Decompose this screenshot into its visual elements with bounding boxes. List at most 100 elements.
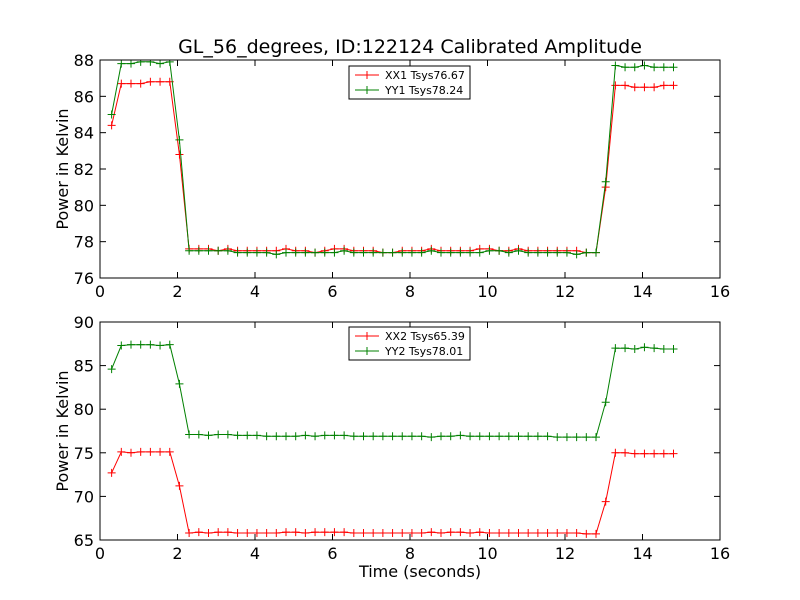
data-point — [621, 63, 630, 72]
data-point — [650, 449, 659, 458]
data-point — [601, 398, 610, 407]
x-tick-label: 10 — [477, 282, 497, 301]
data-point — [562, 248, 571, 257]
data-point — [553, 433, 562, 442]
data-point — [214, 528, 223, 537]
x-tick-label: 0 — [95, 544, 105, 563]
data-point — [475, 248, 484, 257]
data-point — [175, 379, 184, 388]
data-point — [398, 248, 407, 257]
data-point — [107, 121, 116, 130]
data-point — [320, 431, 329, 440]
data-point — [117, 341, 126, 350]
data-point — [320, 528, 329, 537]
data-point — [262, 529, 271, 538]
data-point — [291, 528, 300, 537]
legend-item: YY2 Tsys78.01 — [355, 345, 463, 358]
data-point — [524, 432, 533, 441]
data-point — [562, 529, 571, 538]
legend-item: XX2 Tsys65.39 — [355, 330, 465, 343]
x-tick-label: 4 — [250, 282, 260, 301]
data-point — [592, 248, 600, 257]
x-tick-label: 2 — [172, 544, 182, 563]
data-point — [204, 431, 213, 440]
data-point — [485, 432, 494, 441]
data-point — [621, 344, 630, 353]
data-point — [669, 81, 678, 90]
data-point — [156, 447, 165, 456]
data-point — [185, 246, 194, 255]
y-tick-label: 82 — [74, 160, 94, 179]
data-point — [475, 528, 484, 537]
x-tick-label: 0 — [95, 282, 105, 301]
data-point — [107, 468, 116, 477]
data-point — [427, 528, 436, 537]
data-point — [349, 248, 358, 257]
data-point — [233, 248, 242, 257]
data-point — [485, 529, 494, 538]
series-line — [111, 81, 674, 254]
y-tick-label: 90 — [74, 313, 94, 332]
data-point — [650, 344, 659, 353]
data-point — [272, 529, 281, 538]
data-point — [495, 432, 504, 441]
data-point — [572, 529, 581, 538]
data-point — [243, 248, 252, 257]
y-tick-label: 80 — [74, 400, 94, 419]
data-point — [650, 83, 659, 92]
data-point — [427, 433, 436, 442]
data-point — [601, 497, 610, 506]
data-point — [117, 60, 126, 68]
data-point — [243, 431, 252, 440]
data-point — [446, 528, 455, 537]
data-point — [543, 529, 552, 538]
data-point — [349, 432, 358, 441]
data-point — [437, 248, 445, 257]
data-point — [107, 365, 116, 374]
data-point — [214, 246, 223, 255]
data-point — [136, 60, 145, 66]
data-point — [127, 448, 135, 457]
data-point — [466, 248, 475, 257]
y-tick-label: 84 — [74, 124, 94, 143]
data-point — [466, 529, 475, 538]
data-point — [349, 529, 358, 538]
data-point — [136, 79, 145, 88]
data-point — [175, 481, 184, 490]
data-point — [611, 81, 620, 90]
x-tick-label: 8 — [405, 544, 415, 563]
data-point — [456, 528, 465, 537]
data-point — [407, 432, 416, 441]
data-point — [524, 248, 533, 257]
y-tick-label: 80 — [74, 196, 94, 215]
data-point — [156, 77, 165, 86]
x-tick-label: 16 — [710, 544, 730, 563]
data-point — [146, 60, 155, 66]
data-point — [466, 432, 475, 441]
data-point — [592, 529, 600, 538]
data-point — [640, 343, 649, 352]
data-point — [340, 528, 349, 537]
x-tick-label: 10 — [477, 544, 497, 563]
data-point — [175, 135, 184, 144]
data-point — [611, 61, 620, 70]
data-point — [417, 248, 426, 257]
data-point — [504, 432, 513, 441]
y-tick-label: 85 — [74, 357, 94, 376]
legend-label: XX2 Tsys65.39 — [385, 330, 465, 343]
data-point — [504, 248, 513, 257]
data-point — [437, 529, 445, 538]
data-point — [514, 529, 523, 538]
series-1 — [107, 447, 678, 538]
legend-label: YY1 Tsys78.24 — [384, 84, 463, 97]
data-point — [572, 250, 581, 259]
series-2 — [107, 60, 678, 259]
data-point — [330, 248, 339, 257]
data-point — [185, 529, 194, 538]
data-point — [272, 432, 281, 441]
legend-label: YY2 Tsys78.01 — [384, 345, 463, 358]
x-tick-label: 14 — [632, 544, 652, 563]
x-tick-label: 4 — [250, 544, 260, 563]
data-point — [669, 63, 678, 72]
data-point — [282, 248, 290, 257]
